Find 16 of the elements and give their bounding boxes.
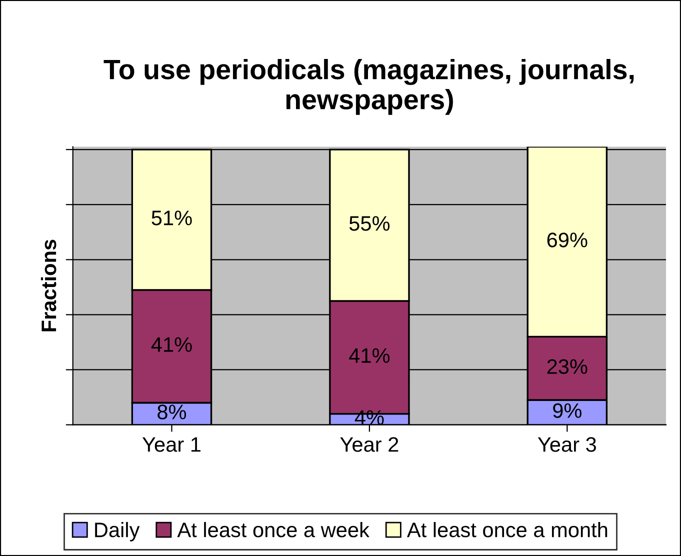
legend-label: Daily xyxy=(95,522,140,542)
data-label: 69% xyxy=(547,232,588,248)
legend-label: At least once a month xyxy=(406,522,608,538)
x-tick-label: Year 3 xyxy=(538,437,596,452)
data-label: 51% xyxy=(152,210,192,226)
data-label: 9% xyxy=(553,403,582,418)
x-tick-label: Year 1 xyxy=(142,437,200,452)
data-label: 41% xyxy=(151,337,192,352)
x-tick-label: Year 2 xyxy=(340,437,398,452)
chart-title: To use periodicals (magazines, journals, newspapers) xyxy=(104,58,634,115)
data-label: 41% xyxy=(349,348,390,363)
y-axis-title: Fractions xyxy=(40,240,56,332)
data-label: 23% xyxy=(547,359,588,374)
data-label: 8% xyxy=(158,404,186,420)
legend-label: At least once a week xyxy=(177,522,370,538)
data-label: 55% xyxy=(349,216,390,231)
